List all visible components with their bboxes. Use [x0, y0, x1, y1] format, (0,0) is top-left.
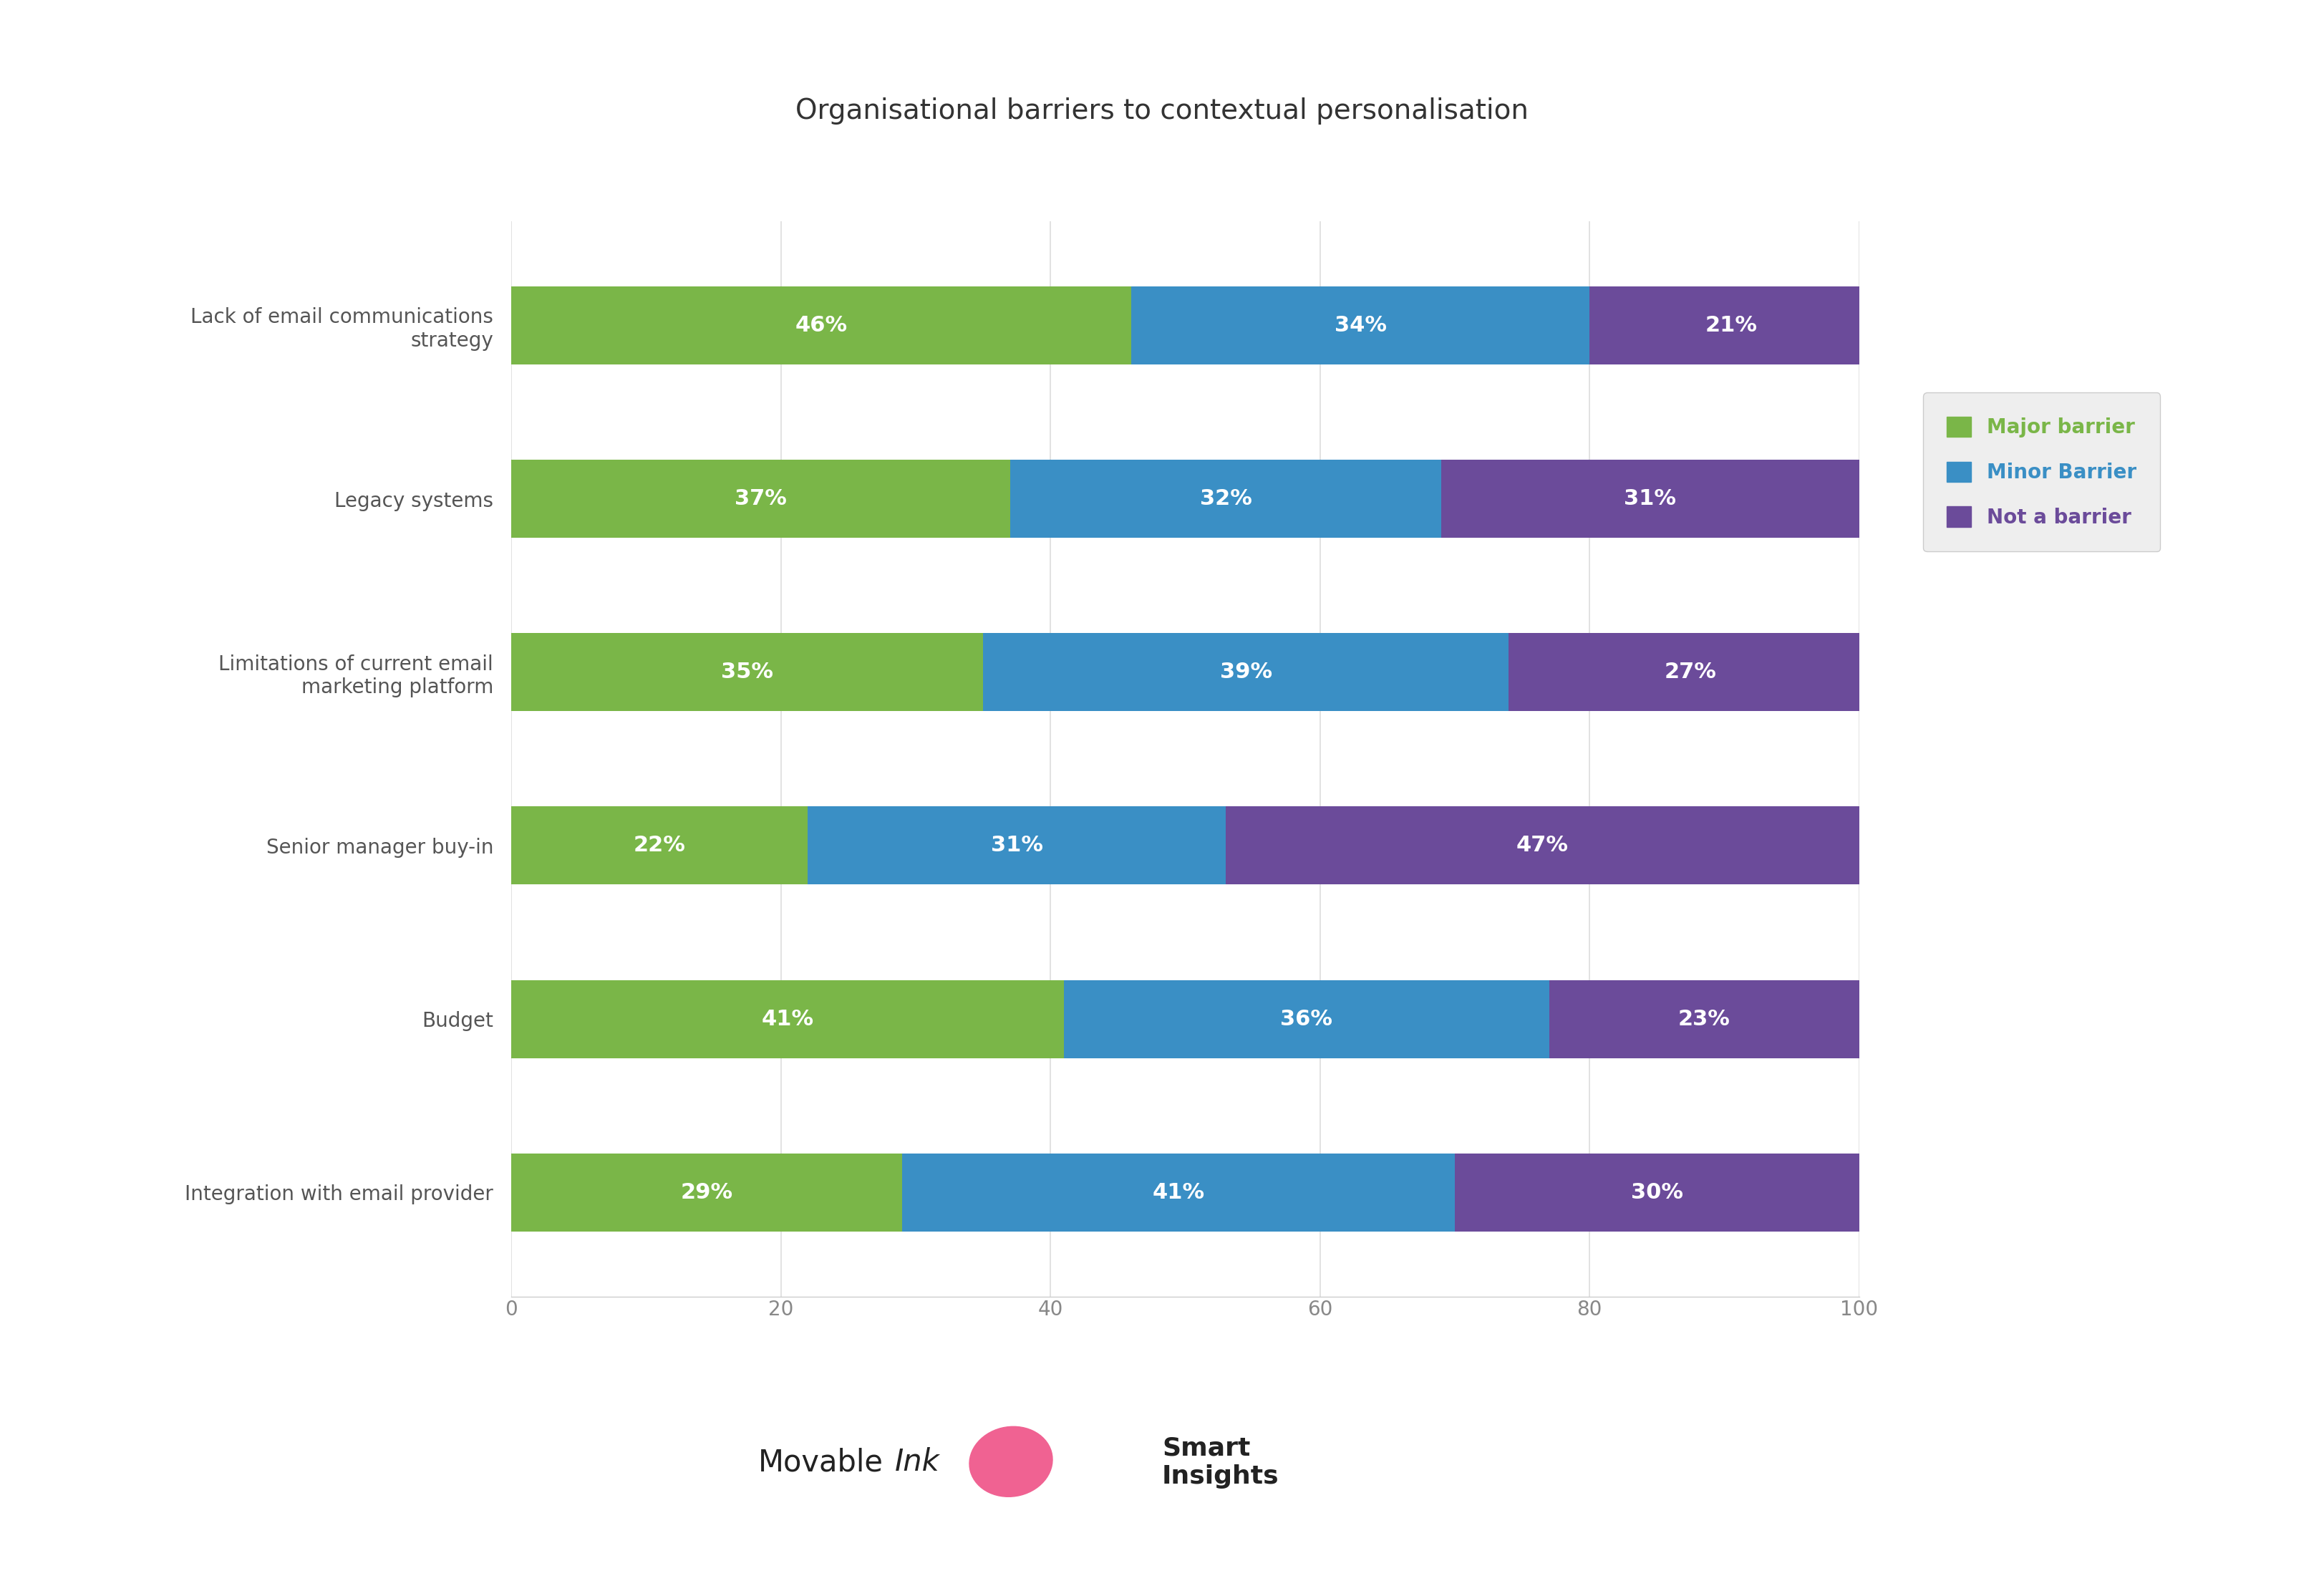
Bar: [983, 632, 1508, 711]
Text: 41%: 41%: [1153, 1183, 1204, 1203]
Text: Ink: Ink: [895, 1447, 939, 1478]
Text: 32%: 32%: [1199, 489, 1253, 509]
Text: 41%: 41%: [762, 1009, 813, 1029]
Bar: [1011, 460, 1441, 538]
Bar: [809, 806, 1225, 885]
Bar: [1064, 980, 1550, 1058]
Text: 39%: 39%: [1220, 662, 1271, 683]
Text: 31%: 31%: [1624, 489, 1676, 509]
Text: Smart
Insights: Smart Insights: [1162, 1436, 1278, 1489]
Bar: [1441, 460, 1859, 538]
Text: 30%: 30%: [1631, 1183, 1683, 1203]
Bar: [511, 1154, 902, 1232]
Bar: [511, 632, 983, 711]
Text: 21%: 21%: [1706, 315, 1757, 335]
Text: 46%: 46%: [795, 315, 848, 335]
Text: 34%: 34%: [1334, 315, 1387, 335]
Text: 37%: 37%: [734, 489, 788, 509]
Bar: [511, 460, 1011, 538]
Text: 47%: 47%: [1515, 835, 1569, 855]
Text: 27%: 27%: [1664, 662, 1717, 683]
Bar: [902, 1154, 1455, 1232]
Bar: [1508, 632, 1873, 711]
Text: 36%: 36%: [1281, 1009, 1332, 1029]
Bar: [511, 286, 1132, 364]
Bar: [1455, 1154, 1859, 1232]
Text: 29%: 29%: [681, 1183, 732, 1203]
Text: 23%: 23%: [1678, 1009, 1731, 1029]
Bar: [511, 806, 809, 885]
Bar: [1132, 286, 1590, 364]
Text: Organisational barriers to contextual personalisation: Organisational barriers to contextual pe…: [795, 96, 1529, 125]
Text: 22%: 22%: [634, 835, 686, 855]
Text: 31%: 31%: [990, 835, 1043, 855]
Bar: [511, 980, 1064, 1058]
Bar: [1550, 980, 1859, 1058]
Text: Movable: Movable: [758, 1447, 883, 1478]
Text: 35%: 35%: [720, 662, 774, 683]
Ellipse shape: [969, 1426, 1053, 1497]
Bar: [1590, 286, 1873, 364]
Legend: Major barrier, Minor Barrier, Not a barrier: Major barrier, Minor Barrier, Not a barr…: [1922, 392, 2161, 552]
Bar: [1225, 806, 1859, 885]
